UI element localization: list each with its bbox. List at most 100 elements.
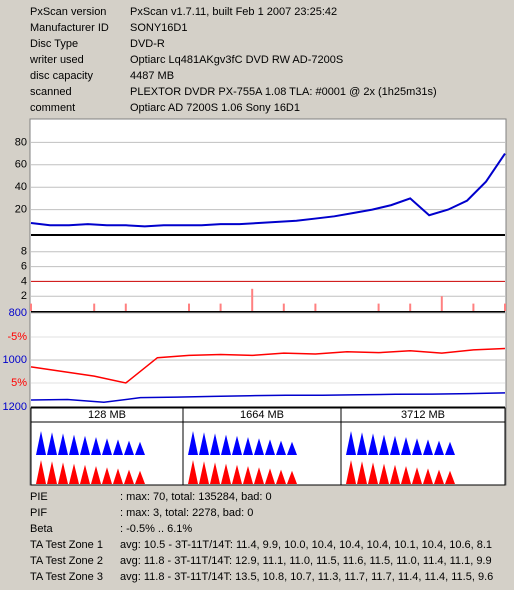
ta-peak-red (434, 469, 444, 484)
ta-peak-blue (368, 433, 378, 455)
summary-value: : max: 3, total: 2278, bad: 0 (120, 507, 253, 519)
y-tick-label: 60 (15, 159, 27, 171)
ta-zone (340, 407, 506, 486)
ta-peak-blue (80, 435, 90, 455)
ta-peak-blue (379, 434, 389, 455)
ta-peak-red (276, 469, 286, 484)
ta-peak-blue (423, 439, 433, 455)
y-tick-label: 20 (15, 204, 27, 216)
ta-peak-blue (47, 432, 57, 455)
summary-label: TA Test Zone 3 (30, 571, 103, 583)
ta-peak-blue (232, 435, 242, 455)
ta-peak-red (243, 466, 253, 484)
ta-peak-red (69, 463, 79, 484)
info-value: PxScan v1.7.11, built Feb 1 2007 23:25:4… (130, 6, 337, 18)
info-value: Optiarc Lq481AKgv3fC DVD RW AD-7200S (130, 54, 343, 66)
ta-peak-red (390, 464, 400, 484)
summary-label: Beta (30, 523, 54, 535)
summary-label: PIF (30, 507, 47, 519)
summary-value: avg: 11.8 - 3T-11T/14T: 12.9, 11.1, 11.0… (120, 555, 492, 567)
ta-peak-blue (124, 440, 134, 455)
ta-peak-blue (69, 434, 79, 455)
ta-zone-label: 128 MB (88, 409, 126, 421)
info-value: 4487 MB (130, 70, 174, 82)
summary-value: : max: 70, total: 135284, bad: 0 (120, 491, 272, 503)
ta-peak-red (445, 470, 455, 484)
jitter-line (30, 392, 506, 404)
y-tick-label: 40 (15, 181, 27, 193)
ta-peak-blue (445, 441, 455, 455)
info-label: Disc Type (30, 38, 78, 50)
ta-peak-red (91, 466, 101, 484)
summary-value: : -0.5% .. 6.1% (120, 523, 192, 535)
ta-peak-blue (390, 435, 400, 455)
ta-peak-red (346, 460, 356, 484)
ta-peak-red (221, 463, 231, 484)
ta-peak-blue (265, 439, 275, 455)
summary-value: avg: 10.5 - 3T-11T/14T: 11.4, 9.9, 10.0,… (120, 539, 492, 551)
info-label: comment (30, 102, 75, 114)
ta-peak-blue (401, 437, 411, 455)
ta-peak-red (36, 460, 46, 484)
ta-peak-red (47, 461, 57, 484)
ta-peak-blue (254, 438, 264, 455)
ta-peak-red (80, 464, 90, 484)
beta-tick-label: 5% (11, 377, 27, 389)
info-value: DVD-R (130, 38, 165, 50)
summary-label: TA Test Zone 1 (30, 539, 103, 551)
ta-peak-red (287, 470, 297, 484)
ta-peak-red (210, 462, 220, 484)
ta-peak-red (58, 462, 68, 484)
ta-peak-red (401, 466, 411, 484)
summary-value: avg: 11.8 - 3T-11T/14T: 13.5, 10.8, 10.7… (120, 571, 493, 583)
ta-peak-red (188, 460, 198, 484)
ta-peak-red (265, 468, 275, 484)
info-label: Manufacturer ID (30, 22, 109, 34)
ta-peak-blue (199, 432, 209, 455)
summary-label: TA Test Zone 2 (30, 555, 103, 567)
info-label: scanned (30, 86, 72, 98)
info-label: PxScan version (30, 6, 106, 18)
ta-peak-blue (210, 433, 220, 455)
ta-peak-blue (113, 439, 123, 455)
ta-peak-blue (135, 441, 145, 455)
pie-line (30, 153, 506, 228)
jitter-tick-label: 1000 (3, 354, 27, 366)
jitter-tick-label: 800 (9, 307, 27, 319)
ta-peak-blue (36, 431, 46, 455)
ta-zone-label: 1664 MB (240, 409, 284, 421)
ta-peak-red (135, 470, 145, 484)
ta-peak-red (357, 461, 367, 484)
ta-peak-blue (243, 437, 253, 455)
info-value: Optiarc AD 7200S 1.06 Sony 16D1 (130, 102, 300, 114)
ta-peak-blue (188, 431, 198, 455)
y-tick-label: 8 (21, 246, 27, 258)
ta-peak-blue (412, 438, 422, 455)
ta-peak-red (199, 461, 209, 484)
ta-peak-red (102, 467, 112, 484)
ta-peak-red (124, 469, 134, 484)
ta-peak-blue (102, 438, 112, 455)
jitter-tick-label: 1200 (3, 401, 27, 413)
ta-peak-red (232, 464, 242, 484)
ta-peak-blue (91, 437, 101, 455)
info-label: writer used (29, 54, 84, 66)
ta-peak-red (113, 468, 123, 484)
info-value: SONY16D1 (130, 22, 187, 34)
ta-peak-red (368, 462, 378, 484)
ta-peak-blue (287, 441, 297, 455)
ta-peak-red (412, 467, 422, 484)
ta-peak-blue (276, 440, 286, 455)
info-label: disc capacity (30, 70, 93, 82)
y-tick-label: 80 (15, 136, 27, 148)
y-tick-label: 6 (21, 261, 27, 273)
ta-peak-blue (58, 433, 68, 455)
beta-line (30, 347, 506, 384)
beta-tick-label: -5% (7, 331, 27, 343)
info-value: PLEXTOR DVDR PX-755A 1.08 TLA: #0001 @ 2… (130, 86, 437, 98)
y-tick-label: 4 (21, 275, 27, 287)
ta-peak-blue (221, 434, 231, 455)
ta-peak-red (379, 463, 389, 484)
